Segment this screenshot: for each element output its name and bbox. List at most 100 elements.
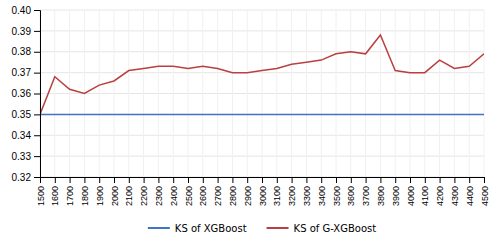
- tick-mark: [188, 177, 189, 183]
- tick-label: 3300: [302, 186, 312, 206]
- tick-label: 2000: [110, 186, 120, 206]
- tick: 1600: [50, 177, 60, 206]
- grid-line: [114, 10, 115, 177]
- tick: 3600: [346, 177, 356, 206]
- grid-line: [276, 10, 277, 177]
- tick-label: 0.40: [12, 5, 32, 16]
- tick-label: 3400: [317, 186, 327, 206]
- x-axis: 1500160017001800190020002100220023002400…: [36, 177, 490, 206]
- tick-mark: [425, 177, 426, 183]
- tick-label: 3500: [332, 186, 342, 206]
- plot: 0.320.330.340.350.360.370.380.390.401500…: [12, 5, 490, 206]
- tick-label: 0.33: [12, 151, 32, 162]
- tick: 4300: [450, 177, 460, 206]
- tick-label: 2600: [198, 186, 208, 206]
- grid-line: [99, 10, 100, 177]
- tick: 0.34: [12, 130, 40, 141]
- grid-line: [128, 10, 129, 177]
- legend-label: KS of G-XGBoost: [294, 223, 377, 234]
- tick: 3900: [391, 177, 401, 206]
- tick: 2300: [154, 177, 164, 206]
- grid-line: [350, 10, 351, 177]
- tick-mark: [34, 94, 40, 95]
- tick: 0.33: [12, 151, 40, 162]
- tick: 4000: [406, 177, 416, 206]
- tick-label: 3200: [287, 186, 297, 206]
- line: [40, 35, 484, 114]
- tick-mark: [34, 10, 40, 11]
- tick: 3300: [302, 177, 312, 206]
- tick: 3200: [287, 177, 297, 206]
- tick: 2900: [243, 177, 253, 206]
- tick-label: 1600: [50, 186, 60, 206]
- tick-label: 0.35: [12, 109, 32, 120]
- tick-mark: [380, 177, 381, 183]
- grid-line: [247, 10, 248, 177]
- grid-line: [40, 114, 484, 115]
- tick-mark: [410, 177, 411, 183]
- tick-mark: [34, 52, 40, 53]
- grid-line: [410, 10, 411, 177]
- tick: 2800: [228, 177, 238, 206]
- tick: 1900: [95, 177, 105, 206]
- tick: 0.40: [12, 5, 40, 16]
- grid-line: [424, 10, 425, 177]
- tick-mark: [40, 177, 41, 183]
- tick: 2700: [213, 177, 223, 206]
- tick: 2500: [184, 177, 194, 206]
- axis-line: [34, 11, 41, 178]
- legend-swatch: [148, 227, 170, 229]
- tick-mark: [34, 135, 40, 136]
- tick-label: 2900: [243, 186, 253, 206]
- grid-line: [336, 10, 337, 177]
- tick-label: 4400: [465, 186, 475, 206]
- tick: 1500: [36, 177, 46, 206]
- tick-mark: [34, 114, 40, 115]
- tick: 4200: [435, 177, 445, 206]
- tick-mark: [247, 177, 248, 183]
- tick: 0.36: [12, 88, 40, 99]
- tick: 3000: [258, 177, 268, 206]
- grid-line: [306, 10, 307, 177]
- tick-label: 3000: [258, 186, 268, 206]
- tick-mark: [34, 31, 40, 32]
- tick-mark: [34, 73, 40, 74]
- legend-swatch: [267, 227, 289, 229]
- tick-label: 3700: [361, 186, 371, 206]
- tick-mark: [232, 177, 233, 183]
- tick: 2600: [198, 177, 208, 206]
- tick-mark: [203, 177, 204, 183]
- tick-mark: [395, 177, 396, 183]
- tick: 3800: [376, 177, 386, 206]
- tick-mark: [173, 177, 174, 183]
- tick-mark: [366, 177, 367, 183]
- tick-label: 0.37: [12, 67, 32, 78]
- tick-label: 2200: [139, 186, 149, 206]
- tick-mark: [262, 177, 263, 183]
- tick-label: 1700: [65, 186, 75, 206]
- tick-mark: [70, 177, 71, 183]
- tick-label: 4300: [450, 186, 460, 206]
- grid-line: [143, 10, 144, 177]
- tick-mark: [292, 177, 293, 183]
- tick-mark: [484, 177, 485, 183]
- tick-label: 3800: [376, 186, 386, 206]
- tick-label: 4100: [420, 186, 430, 206]
- tick: 3400: [317, 177, 327, 206]
- tick-mark: [351, 177, 352, 183]
- tick: 0.35: [12, 109, 40, 120]
- tick: 4500: [480, 177, 490, 206]
- line: [40, 114, 484, 116]
- grid-line: [54, 10, 55, 177]
- tick-mark: [336, 177, 337, 183]
- tick: 0.37: [12, 67, 40, 78]
- tick: 3100: [272, 177, 282, 206]
- legend-label: KS of XGBoost: [175, 223, 247, 234]
- grid-line: [439, 10, 440, 177]
- tick-label: 3900: [391, 186, 401, 206]
- grid-line: [217, 10, 218, 177]
- grid-line: [365, 10, 366, 177]
- tick-label: 0.39: [12, 26, 32, 37]
- tick: 4100: [420, 177, 430, 206]
- tick: 2200: [139, 177, 149, 206]
